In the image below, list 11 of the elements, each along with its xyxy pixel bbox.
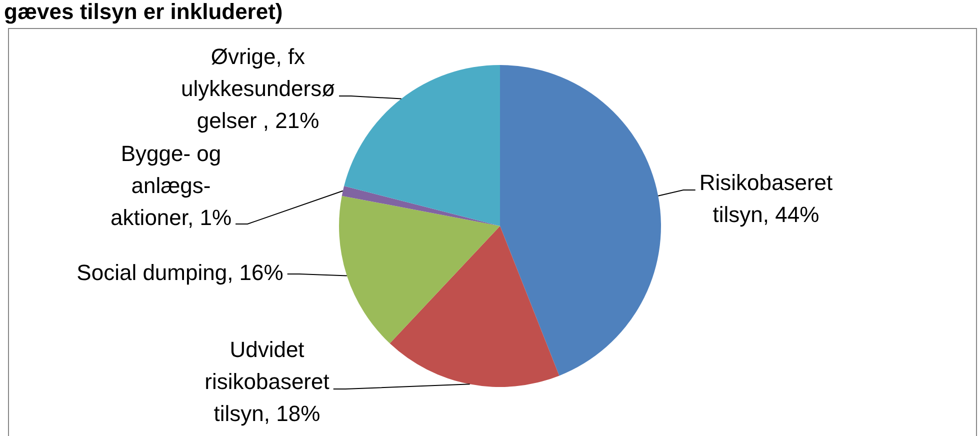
slice-label: Risikobaseret tilsyn, 44% xyxy=(699,170,833,228)
slice-label: Udvidet risikobaseret tilsyn, 18% xyxy=(204,337,330,426)
slice-label: Bygge- og anlægs-aktioner, 1% xyxy=(110,141,232,230)
chart-title: gæves tilsyn er inkluderet) xyxy=(4,0,283,24)
pie-slice xyxy=(342,186,500,226)
slice-label: Social dumping, 16% xyxy=(76,260,284,286)
pie-slice xyxy=(390,226,560,387)
pie-slice xyxy=(500,65,661,376)
slice-label: Øvrige, fx ulykkesundersøgelser , 21% xyxy=(180,44,336,134)
pie-slice xyxy=(339,196,500,344)
pie-slice xyxy=(344,65,500,226)
